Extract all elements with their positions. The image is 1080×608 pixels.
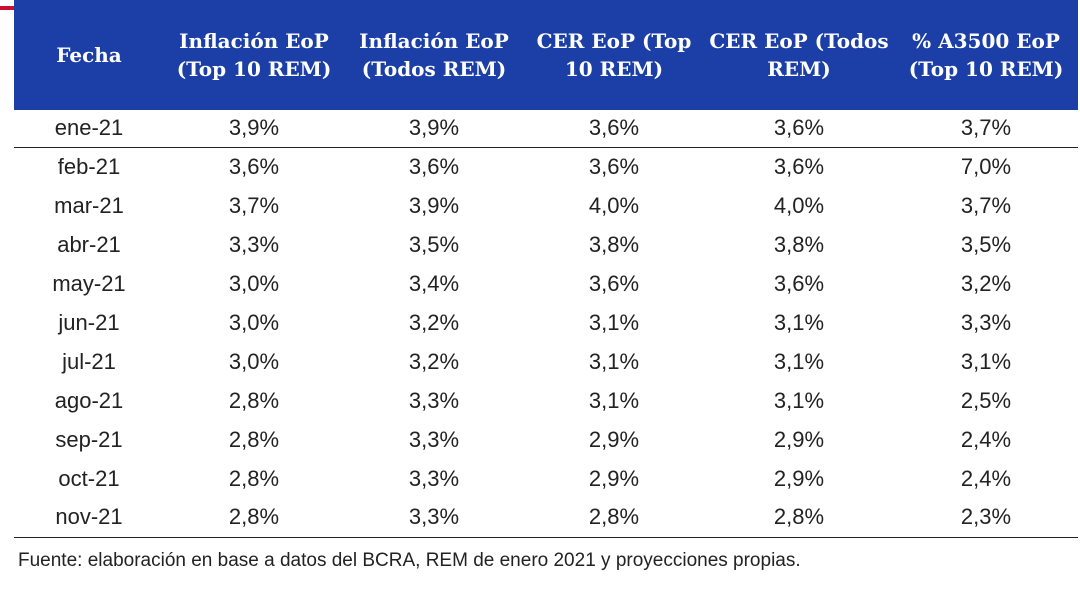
cell-inflacion-todos: 3,9%	[408, 192, 460, 218]
cell-fecha: ene-21	[54, 115, 124, 141]
header-row: Fecha Inflación EoP (Top 10 REM) Inflaci…	[14, 0, 1078, 110]
cell-inflacion-top10: 3,0%	[228, 270, 280, 296]
cell-inflacion-top10: 3,7%	[228, 192, 280, 218]
cell-inflacion-todos: 3,3%	[408, 426, 460, 452]
cell-inflacion-todos: 3,3%	[408, 465, 460, 491]
cell-a3500-top10: 2,4%	[960, 465, 1012, 491]
cell-a3500-top10: 3,7%	[960, 115, 1012, 141]
cell-inflacion-top10: 2,8%	[228, 387, 280, 413]
cell-a3500-top10: 3,1%	[960, 348, 1012, 374]
cell-inflacion-top10: 3,0%	[228, 348, 280, 374]
table-row: may-21 3,0% 3,4% 3,6% 3,6% 3,2%	[14, 264, 1078, 303]
cell-fecha: mar-21	[54, 192, 124, 218]
header-a3500-top10: % A3500 EoP (Top 10 REM)	[908, 29, 1064, 81]
cell-inflacion-top10: 2,8%	[228, 504, 280, 530]
cell-a3500-top10: 3,3%	[960, 309, 1012, 335]
cell-cer-todos: 4,0%	[773, 192, 825, 218]
cell-cer-top10: 4,0%	[588, 192, 640, 218]
cell-a3500-top10: 2,5%	[960, 387, 1012, 413]
cell-cer-top10: 3,1%	[588, 387, 640, 413]
cell-fecha: ago-21	[54, 387, 124, 413]
cell-cer-todos: 3,6%	[773, 270, 825, 296]
cell-cer-top10: 3,1%	[588, 348, 640, 374]
cell-fecha: jun-21	[58, 309, 120, 335]
cell-fecha: feb-21	[57, 153, 121, 179]
cell-cer-todos: 3,1%	[773, 387, 825, 413]
table-row: sep-21 2,8% 3,3% 2,9% 2,9% 2,4%	[14, 420, 1078, 459]
cell-a3500-top10: 7,0%	[960, 153, 1012, 179]
cell-inflacion-todos: 3,6%	[408, 153, 460, 179]
cell-a3500-top10: 3,7%	[960, 192, 1012, 218]
cell-a3500-top10: 3,5%	[960, 231, 1012, 257]
cell-cer-todos: 3,6%	[773, 115, 825, 141]
cell-a3500-top10: 2,3%	[960, 504, 1012, 530]
cell-cer-todos: 2,9%	[773, 465, 825, 491]
table-row: ago-21 2,8% 3,3% 3,1% 3,1% 2,5%	[14, 381, 1078, 420]
table-row: nov-21 2,8% 3,3% 2,8% 2,8% 2,3%	[14, 498, 1078, 537]
cell-cer-top10: 3,1%	[588, 309, 640, 335]
cell-inflacion-top10: 3,6%	[228, 153, 280, 179]
cell-cer-top10: 2,9%	[588, 426, 640, 452]
cell-cer-todos: 3,1%	[773, 309, 825, 335]
cell-fecha: may-21	[52, 270, 126, 296]
cell-cer-todos: 3,1%	[773, 348, 825, 374]
cell-fecha: nov-21	[55, 504, 123, 530]
cell-a3500-top10: 3,2%	[960, 270, 1012, 296]
table-row: abr-21 3,3% 3,5% 3,8% 3,8% 3,5%	[14, 225, 1078, 264]
cell-cer-todos: 3,6%	[773, 153, 825, 179]
cell-cer-top10: 3,8%	[588, 231, 640, 257]
cell-a3500-top10: 2,4%	[960, 426, 1012, 452]
cell-inflacion-top10: 3,3%	[228, 231, 280, 257]
table-header: Fecha Inflación EoP (Top 10 REM) Inflaci…	[14, 0, 1078, 110]
header-cer-top10: CER EoP (Top 10 REM)	[536, 29, 692, 81]
header-fecha: Fecha	[56, 43, 122, 67]
cell-fecha: oct-21	[58, 465, 120, 491]
cell-cer-top10: 3,6%	[588, 153, 640, 179]
header-inflacion-todos: Inflación EoP (Todos REM)	[359, 29, 509, 81]
cell-fecha: sep-21	[55, 426, 123, 452]
cell-inflacion-todos: 3,3%	[408, 504, 460, 530]
cell-inflacion-todos: 3,9%	[408, 115, 460, 141]
source-note: Fuente: elaboración en base a datos del …	[18, 550, 801, 571]
header-cer-todos: CER EoP (Todos REM)	[709, 29, 889, 81]
cell-cer-top10: 2,9%	[588, 465, 640, 491]
table-row: jul-21 3,0% 3,2% 3,1% 3,1% 3,1%	[14, 342, 1078, 381]
accent-mark	[0, 6, 40, 10]
cell-inflacion-top10: 2,8%	[228, 426, 280, 452]
cell-cer-top10: 2,8%	[588, 504, 640, 530]
projections-table: Fecha Inflación EoP (Top 10 REM) Inflaci…	[14, 0, 1078, 538]
cell-inflacion-todos: 3,2%	[408, 309, 460, 335]
table-row: feb-21 3,6% 3,6% 3,6% 3,6% 7,0%	[14, 147, 1078, 186]
cell-cer-todos: 2,9%	[773, 426, 825, 452]
cell-fecha: jul-21	[62, 348, 116, 374]
cell-inflacion-todos: 3,5%	[408, 231, 460, 257]
table-row: ene-21 3,9% 3,9% 3,6% 3,6% 3,7%	[14, 110, 1078, 147]
cell-inflacion-top10: 3,9%	[228, 115, 280, 141]
cell-inflacion-todos: 3,2%	[408, 348, 460, 374]
header-inflacion-top10: Inflación EoP (Top 10 REM)	[176, 29, 332, 81]
cell-cer-top10: 3,6%	[588, 270, 640, 296]
cell-inflacion-top10: 3,0%	[228, 309, 280, 335]
cell-cer-todos: 2,8%	[773, 504, 825, 530]
cell-inflacion-todos: 3,3%	[408, 387, 460, 413]
table-body: ene-21 3,9% 3,9% 3,6% 3,6% 3,7% feb-21 3,6% 3,6%…	[14, 110, 1078, 537]
cell-cer-top10: 3,6%	[588, 115, 640, 141]
projections-table-container: Fecha Inflación EoP (Top 10 REM) Inflaci…	[14, 0, 1078, 538]
cell-cer-todos: 3,8%	[773, 231, 825, 257]
cell-fecha: abr-21	[57, 231, 121, 257]
table-row: oct-21 2,8% 3,3% 2,9% 2,9% 2,4%	[14, 459, 1078, 498]
cell-inflacion-todos: 3,4%	[408, 270, 460, 296]
table-row: jun-21 3,0% 3,2% 3,1% 3,1% 3,3%	[14, 303, 1078, 342]
cell-inflacion-top10: 2,8%	[228, 465, 280, 491]
table-row: mar-21 3,7% 3,9% 4,0% 4,0% 3,7%	[14, 186, 1078, 225]
